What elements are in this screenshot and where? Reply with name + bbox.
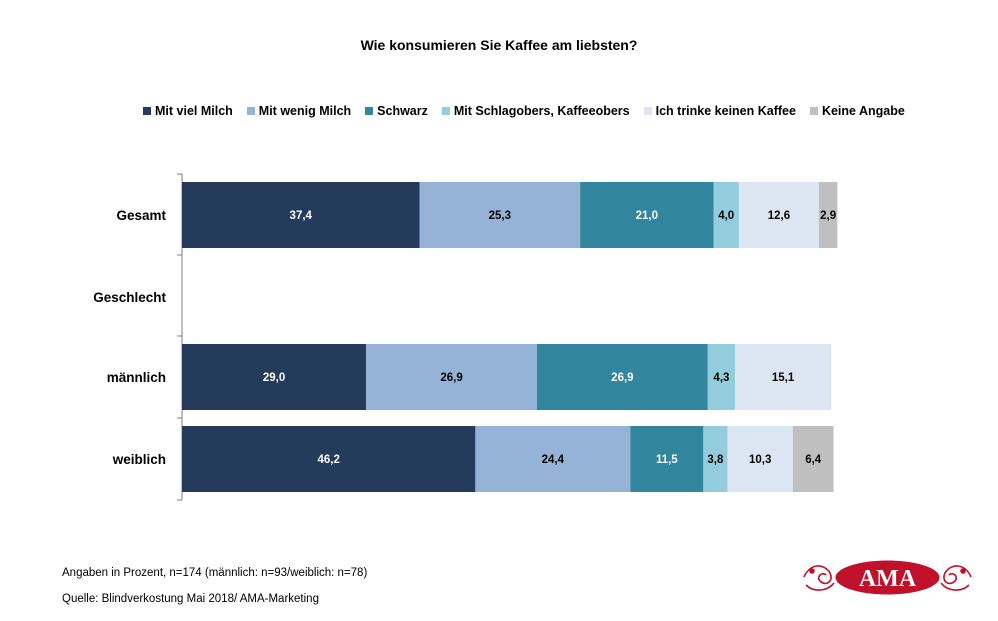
data-label: 26,9 xyxy=(440,372,462,384)
bar-segment xyxy=(630,426,704,492)
legend-label: Ich trinke keinen Kaffee xyxy=(655,104,796,118)
data-label: 37,4 xyxy=(290,210,313,222)
data-label: 11,5 xyxy=(656,454,678,466)
bar-segment xyxy=(475,426,631,492)
legend-label: Schwarz xyxy=(377,104,428,118)
ama-logo: AMA xyxy=(800,555,975,605)
legend-item: Keine Angabe xyxy=(809,104,905,118)
category-label: Geschlecht xyxy=(93,290,166,305)
legend-swatch xyxy=(246,107,255,115)
legend-swatch xyxy=(441,107,450,115)
logo-text: AMA xyxy=(859,566,917,592)
category-label: männlich xyxy=(107,370,166,385)
bar-segment xyxy=(707,344,736,410)
data-label: 24,4 xyxy=(542,454,565,466)
bar-segment xyxy=(419,182,581,248)
legend-item: Mit wenig Milch xyxy=(246,104,352,118)
data-label: 6,4 xyxy=(805,454,822,466)
footnote: Angaben in Prozent, n=174 (männlich: n=9… xyxy=(62,567,368,579)
category-label: Gesamt xyxy=(116,208,166,223)
logo-ornament-right xyxy=(940,565,972,591)
legend-swatch xyxy=(643,107,652,115)
bar-segment xyxy=(727,426,793,492)
legend-label: Mit viel Milch xyxy=(155,104,233,118)
bar-segment xyxy=(580,182,714,248)
bar-segment xyxy=(703,426,728,492)
legend-item: Schwarz xyxy=(365,104,428,118)
bar-segment xyxy=(713,182,739,248)
legend-label: Mit Schlagobers, Kaffeeobers xyxy=(453,104,630,118)
bar-segment xyxy=(792,426,834,492)
legend-item: Ich trinke keinen Kaffee xyxy=(643,104,796,118)
data-label: 21,0 xyxy=(636,210,658,222)
legend-label: Keine Angabe xyxy=(821,104,905,118)
logo-oval xyxy=(835,560,940,595)
bar-segment xyxy=(738,182,819,248)
bar-segment xyxy=(536,344,708,410)
logo-ornament-left xyxy=(803,565,835,591)
bar-segment xyxy=(182,182,420,248)
legend-item: Mit viel Milch xyxy=(143,104,233,118)
category-label: weiblich xyxy=(112,452,166,467)
legend-swatch xyxy=(365,107,374,115)
chart-title: Wie konsumieren Sie Kaffee am liebsten? xyxy=(360,37,638,53)
data-label: 10,3 xyxy=(749,454,771,466)
data-label: 15,1 xyxy=(772,372,795,384)
legend-label: Mit wenig Milch xyxy=(258,104,352,118)
bar-segment xyxy=(366,344,537,410)
bar-segment xyxy=(182,344,367,410)
bar-segment xyxy=(182,426,476,492)
data-label: 3,8 xyxy=(707,454,724,466)
data-label: 2,9 xyxy=(820,210,836,222)
data-label: 25,3 xyxy=(489,210,511,222)
legend-swatch xyxy=(809,107,818,115)
legend: Mit viel Milch Mit wenig Milch Schwarz Mit … xyxy=(143,104,905,118)
bar-segment xyxy=(818,182,838,248)
legend-swatch xyxy=(143,107,151,115)
data-label: 12,6 xyxy=(768,210,790,222)
data-label: 46,2 xyxy=(317,454,339,466)
source-note: Quelle: Blindverkostung Mai 2018/ AMA-Ma… xyxy=(62,593,319,605)
data-label: 4,0 xyxy=(718,210,734,222)
data-label: 26,9 xyxy=(611,372,633,384)
data-label: 4,3 xyxy=(713,372,729,384)
legend-item: Mit Schlagobers, Kaffeeobers xyxy=(441,104,630,118)
data-label: 29,0 xyxy=(263,372,285,384)
bar-segment xyxy=(735,344,831,410)
